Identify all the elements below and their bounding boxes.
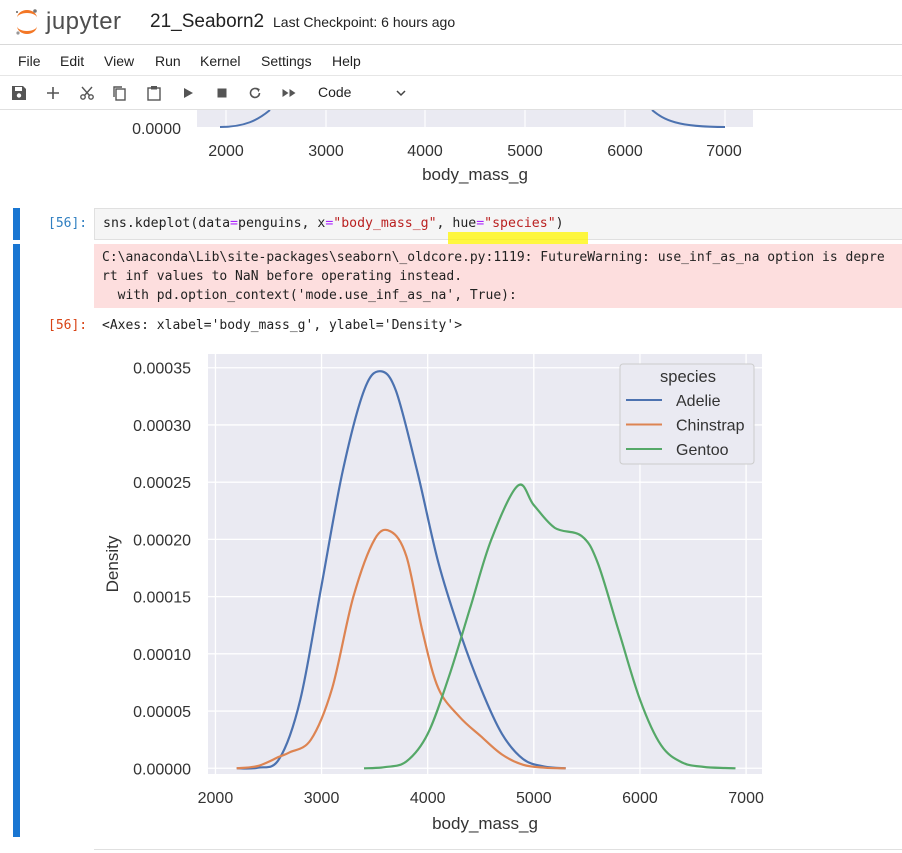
paste-icon[interactable]: [145, 84, 163, 102]
code-line[interactable]: sns.kdeplot(data=penguins, x="body_mass_…: [103, 216, 564, 231]
menu-bar: File Edit View Run Kernel Settings Help: [0, 44, 902, 76]
legend-box: [619, 363, 755, 465]
legend-title: species: [660, 368, 716, 386]
active-cell-output-bar[interactable]: [13, 244, 20, 837]
code-token: penguins, x: [238, 216, 326, 231]
code-token: "species": [484, 216, 556, 231]
y-tick-label: 0.00010: [133, 647, 191, 664]
save-icon[interactable]: [10, 84, 28, 102]
notebook-title[interactable]: 21_Seaborn2: [150, 11, 265, 32]
previous-x-tick: 4000: [407, 143, 443, 160]
x-axis-label: body_mass_g: [432, 814, 538, 833]
legend: species Adelie Chinstrap Gentoo: [619, 363, 755, 465]
y-axis-label: Density: [103, 535, 122, 592]
cut-icon[interactable]: [78, 84, 96, 102]
x-tick-label: 5000: [516, 790, 552, 807]
restart-icon[interactable]: [246, 84, 264, 102]
menu-file[interactable]: File: [18, 53, 41, 69]
previous-output-plot: 0.0000 2000 3000 4000 5000 6000 7000 bod…: [132, 110, 753, 184]
density-line-adelie: [236, 370, 566, 770]
menu-edit[interactable]: Edit: [60, 53, 85, 69]
menu-view[interactable]: View: [104, 53, 135, 69]
stderr-line: C:\anaconda\Lib\site-packages\seaborn\_o…: [102, 250, 885, 265]
run-icon[interactable]: [179, 84, 197, 102]
previous-density-curve: [219, 110, 271, 128]
kde-plot: 2000 3000 4000 5000 6000 7000 0.00000 0.00005 0.…: [103, 354, 764, 833]
stderr-line: with pd.option_context('mode.use_inf_as_…: [102, 288, 517, 303]
menu-run[interactable]: Run: [155, 53, 181, 69]
code-token: =: [476, 216, 485, 231]
cell-type-select[interactable]: Code: [318, 84, 352, 100]
menu-kernel[interactable]: Kernel: [200, 53, 241, 69]
legend-label-chinstrap: Chinstrap: [676, 418, 745, 435]
x-tick-label: 4000: [410, 790, 446, 807]
x-tick-label: 2000: [198, 790, 234, 807]
x-tick-label: 6000: [622, 790, 658, 807]
fast-forward-icon[interactable]: [280, 84, 298, 102]
previous-y-tick: 0.0000: [132, 121, 181, 138]
y-tick-label: 0.00020: [133, 532, 191, 549]
previous-x-label: body_mass_g: [422, 165, 528, 184]
previous-x-tick: 2000: [208, 143, 244, 160]
density-line-gentoo: [363, 483, 736, 770]
cell-divider: [94, 849, 902, 850]
legend-label-gentoo: Gentoo: [676, 442, 729, 459]
jupyter-logo[interactable]: jupyter: [14, 6, 144, 38]
density-line-chinstrap: [236, 528, 566, 770]
active-cell-input-bar[interactable]: [13, 208, 20, 240]
previous-x-tick: 7000: [706, 143, 742, 160]
input-prompt: [56]:: [48, 216, 88, 231]
last-checkpoint: Last Checkpoint: 6 hours ago: [273, 14, 456, 30]
chevron-down-icon[interactable]: [394, 86, 408, 100]
y-tick-label: 0.00030: [133, 418, 191, 435]
previous-plot-area: [197, 110, 753, 127]
menu-settings[interactable]: Settings: [261, 53, 312, 69]
notebook-toolbar: Code: [0, 76, 902, 110]
code-token: =: [325, 216, 334, 231]
y-tick-label: 0.00015: [133, 590, 191, 607]
menu-help[interactable]: Help: [332, 53, 361, 69]
code-token: , hue: [436, 216, 477, 231]
x-tick-label: 3000: [304, 790, 340, 807]
code-token: ): [555, 216, 564, 231]
jupyter-logo-text: jupyter: [46, 8, 122, 35]
y-tick-label: 0.00000: [133, 761, 191, 778]
stderr-line: rt inf values to NaN before operating in…: [102, 269, 463, 284]
output-prompt: [56]:: [48, 318, 88, 333]
previous-x-tick: 3000: [308, 143, 344, 160]
legend-label-adelie: Adelie: [676, 393, 721, 410]
y-tick-label: 0.00025: [133, 475, 191, 492]
previous-x-tick: 5000: [507, 143, 543, 160]
add-cell-icon[interactable]: [44, 84, 62, 102]
copy-icon[interactable]: [110, 84, 128, 102]
code-token: =: [230, 216, 238, 231]
stop-icon[interactable]: [213, 84, 231, 102]
jupyter-logo-icon: [16, 9, 37, 35]
output-text: <Axes: xlabel='body_mass_g', ylabel='Den…: [102, 318, 463, 333]
notebook-panel[interactable]: 0.0000 2000 3000 4000 5000 6000 7000 bod…: [0, 110, 902, 853]
code-token: "body_mass_g": [333, 216, 437, 231]
previous-x-tick: 6000: [607, 143, 643, 160]
y-tick-label: 0.00035: [133, 361, 191, 378]
previous-density-curve: [651, 110, 726, 128]
x-tick-label: 7000: [728, 790, 764, 807]
stderr-output: C:\anaconda\Lib\site-packages\seaborn\_o…: [94, 244, 902, 308]
y-tick-label: 0.00005: [133, 704, 191, 721]
top-header: jupyter 21_Seaborn2 Last Checkpoint: 6 h…: [0, 0, 902, 44]
code-token: sns.kdeplot(data: [103, 216, 231, 231]
